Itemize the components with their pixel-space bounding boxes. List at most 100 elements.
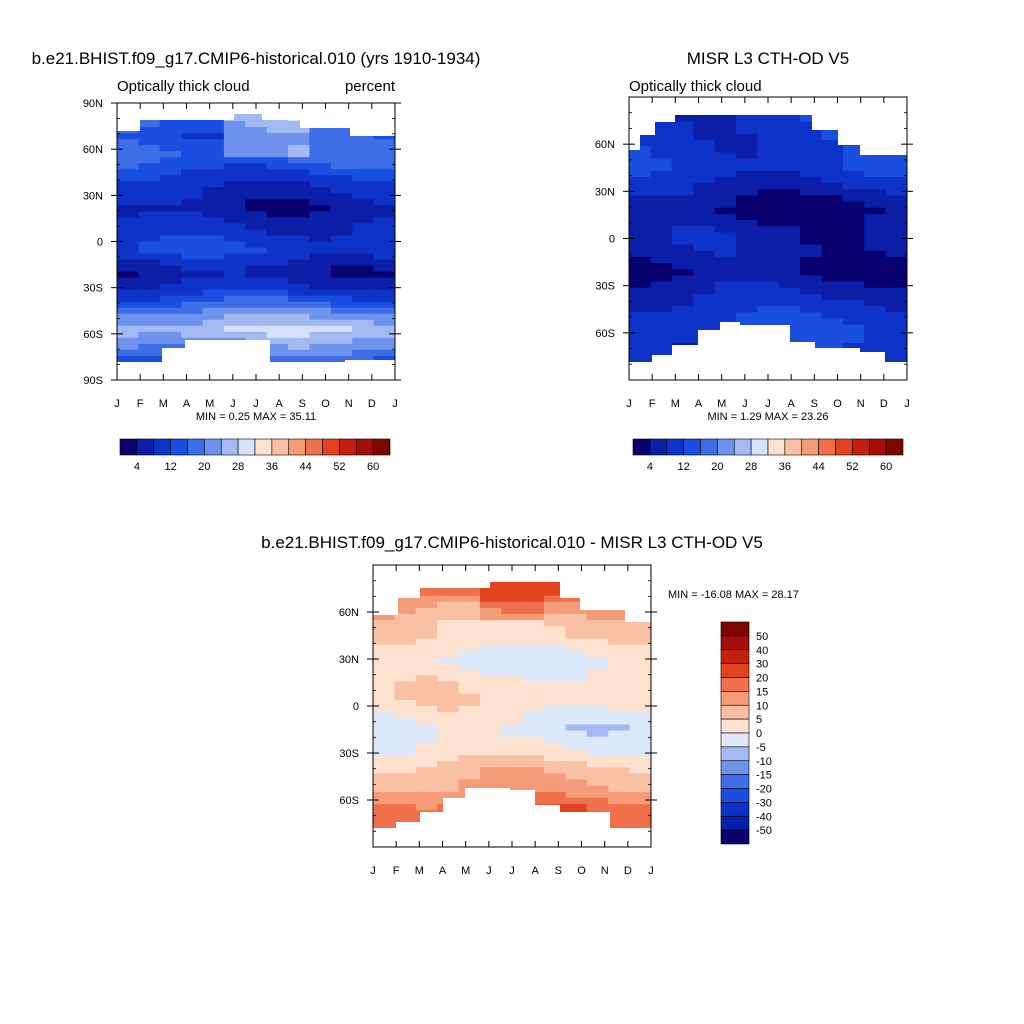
field-cell: [352, 133, 375, 140]
x-tick-label: J: [626, 398, 632, 410]
field-cell: [821, 263, 844, 270]
field-cell: [415, 767, 438, 775]
colorbar-swatch: [720, 815, 750, 831]
x-tick-label: S: [299, 398, 306, 410]
field-cell: [437, 712, 460, 719]
field-cell: [394, 791, 417, 799]
field-cell: [586, 730, 609, 738]
field-cell: [437, 724, 460, 732]
field-cell: [629, 675, 651, 683]
field-cell: [288, 301, 311, 309]
field-cell: [266, 271, 289, 279]
field-cell: [885, 244, 907, 252]
field-cell: [309, 187, 332, 194]
field-cell: [437, 773, 460, 781]
field-cell: [245, 307, 268, 315]
field-cell: [885, 312, 907, 320]
field-cell: [757, 133, 780, 141]
field-cell: [608, 724, 631, 732]
field-cell: [309, 145, 332, 152]
field-cell: [757, 250, 780, 258]
field-cell: [479, 632, 502, 640]
field-cell: [501, 583, 524, 591]
field-cell: [565, 730, 588, 738]
field-cell: [138, 241, 161, 249]
field-cell: [415, 601, 438, 609]
field-cell: [330, 271, 353, 279]
field-cell: [778, 275, 801, 283]
field-cell: [586, 632, 609, 640]
field-cell: [458, 767, 481, 775]
field-cell: [309, 319, 332, 327]
field-cell: [309, 289, 332, 297]
field-cell: [415, 791, 438, 799]
field-cell: [735, 127, 758, 135]
field-cell: [202, 325, 225, 333]
colorbar-label: 44: [813, 461, 825, 473]
colorbar-label: 10: [756, 700, 768, 712]
field-cell: [864, 238, 887, 246]
field-cell: [117, 181, 139, 188]
field-cell: [565, 632, 588, 640]
field-cell: [671, 281, 694, 289]
field-cell: [245, 127, 268, 134]
field-cell: [288, 163, 311, 170]
field-cell: [245, 235, 268, 243]
field-cell: [650, 293, 673, 301]
field-cell: [394, 748, 417, 756]
field-cell: [202, 307, 225, 315]
field-cell: [330, 265, 353, 273]
field-cell: [885, 183, 907, 190]
field-cell: [565, 724, 588, 732]
field-cell: [608, 687, 631, 695]
field-cell: [266, 307, 289, 315]
field-cell: [288, 253, 311, 261]
field-cell: [671, 127, 694, 135]
field-cell: [415, 632, 438, 640]
field-cell: [223, 289, 246, 297]
field-cell: [394, 718, 417, 725]
field-cell: [437, 742, 460, 750]
field-cell: [352, 217, 375, 225]
field-cell: [864, 220, 887, 227]
field-cell: [650, 269, 673, 277]
field-cell: [373, 681, 395, 689]
field-cell: [608, 706, 631, 713]
field-cell: [885, 269, 907, 277]
field-cell: [629, 152, 651, 160]
panel-model-stats: MIN = 0.25 MAX = 35.11: [196, 411, 316, 423]
field-cell: [586, 791, 609, 799]
field-cell: [330, 217, 353, 225]
field-cell: [159, 163, 182, 170]
field-cell: [159, 223, 182, 231]
field-cell: [394, 595, 417, 603]
field-cell: [266, 349, 289, 357]
field-cell: [586, 607, 609, 615]
colorbar-swatch: [254, 438, 273, 456]
field-cell: [650, 256, 673, 264]
field-cell: [223, 283, 246, 291]
field-cell: [309, 271, 332, 279]
field-cell: [842, 189, 865, 197]
field-cell: [202, 175, 225, 182]
field-cell: [309, 217, 332, 225]
field-cell: [714, 183, 737, 190]
field-cell: [138, 199, 161, 206]
field-cell: [714, 281, 737, 289]
field-cell: [309, 247, 332, 255]
field-cell: [352, 175, 375, 182]
field-cell: [501, 601, 524, 609]
field-cell: [650, 275, 673, 283]
field-cell: [650, 244, 673, 252]
field-cell: [373, 620, 395, 627]
field-cell: [159, 121, 182, 128]
field-cell: [629, 201, 651, 209]
field-cell: [565, 804, 588, 811]
field-cell: [629, 269, 651, 277]
field-cell: [415, 779, 438, 787]
field-cell: [330, 169, 353, 176]
field-cell: [671, 213, 694, 221]
field-cell: [671, 275, 694, 283]
field-cell: [202, 151, 225, 158]
field-cell: [501, 638, 524, 646]
